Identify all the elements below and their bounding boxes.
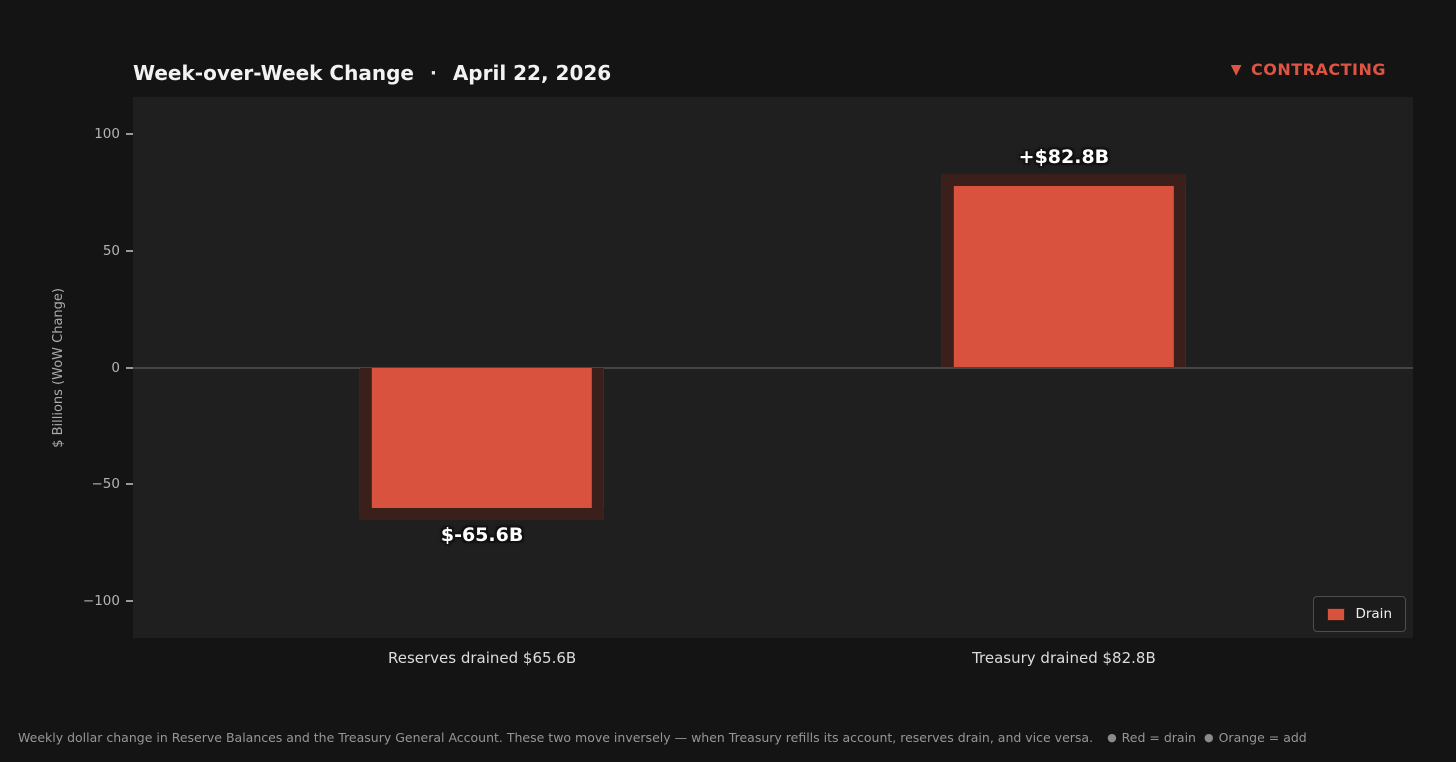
bar-reserves xyxy=(359,367,605,521)
circle-bullet-icon: ● xyxy=(1203,731,1214,744)
y-tick-mark xyxy=(126,599,133,602)
y-tick-label: −50 xyxy=(91,476,121,493)
y-tick-label: 50 xyxy=(102,242,120,259)
status-badge: ▼ CONTRACTING xyxy=(1231,60,1386,79)
down-triangle-icon: ▼ xyxy=(1230,61,1243,78)
y-tick-label: −100 xyxy=(82,592,120,609)
chart-title: Week-over-Week Change · April 22, 2026 xyxy=(133,61,611,85)
legend-label-drain: Drain xyxy=(1355,606,1392,622)
y-tick-mark xyxy=(126,133,133,136)
status-label: CONTRACTING xyxy=(1251,60,1386,79)
x-axis-labels: Reserves drained $65.6B Treasury drained … xyxy=(133,649,1413,673)
y-tick-label: 0 xyxy=(111,359,120,376)
y-tick-label: 100 xyxy=(94,126,120,143)
bar-treasury xyxy=(941,174,1187,368)
circle-bullet-icon: ● xyxy=(1107,731,1117,744)
chart-date: April 22, 2026 xyxy=(452,61,612,85)
legend: Drain xyxy=(1313,596,1406,632)
footer-note-orange: ● Orange = add xyxy=(1204,730,1307,745)
title-separator-dot: · xyxy=(429,62,437,84)
y-tick-mark xyxy=(126,483,133,486)
y-tick-mark xyxy=(126,366,133,369)
plot-area: $-65.6B +$82.8B Drain xyxy=(133,97,1413,638)
legend-swatch-drain xyxy=(1327,607,1346,621)
y-axis-ticks: 100 50 0 −50 −100 xyxy=(0,97,133,638)
footer-note-red: ● Red = drain xyxy=(1107,730,1196,745)
bar-value-label: $-65.6B xyxy=(440,524,524,547)
bar-value-label: +$82.8B xyxy=(1018,146,1110,169)
zero-axis-line xyxy=(133,366,1413,369)
footer-caption: Weekly dollar change in Reserve Balances… xyxy=(18,730,1438,745)
footer-text: Weekly dollar change in Reserve Balances… xyxy=(18,730,1094,745)
y-tick-mark xyxy=(126,249,133,252)
footer-note-red-label: Red = drain xyxy=(1121,730,1196,745)
footer-note-orange-label: Orange = add xyxy=(1218,730,1307,745)
x-tick-label: Reserves drained $65.6B xyxy=(387,649,577,667)
x-tick-label: Treasury drained $82.8B xyxy=(972,649,1156,667)
chart-title-text: Week-over-Week Change xyxy=(133,61,414,85)
